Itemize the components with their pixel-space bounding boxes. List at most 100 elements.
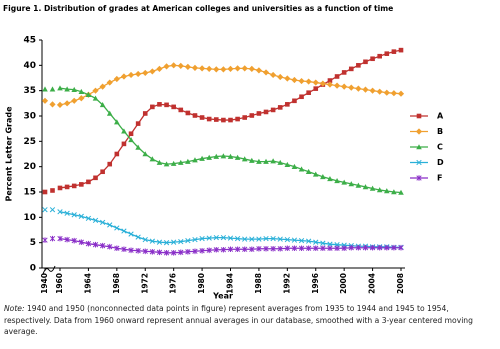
marker xyxy=(178,238,184,245)
series-line xyxy=(59,87,402,194)
marker xyxy=(56,101,64,108)
marker xyxy=(128,131,134,137)
marker xyxy=(227,235,234,241)
marker xyxy=(164,102,169,108)
marker xyxy=(319,80,326,87)
marker xyxy=(355,85,362,92)
x-tick-label: 1988 xyxy=(254,273,263,294)
marker xyxy=(320,174,326,180)
legend-label: D xyxy=(437,158,444,167)
marker xyxy=(348,66,354,72)
marker xyxy=(391,244,397,251)
marker xyxy=(213,246,219,253)
marker xyxy=(114,151,120,157)
marker xyxy=(298,77,305,85)
marker xyxy=(106,79,113,86)
marker xyxy=(156,249,163,256)
marker xyxy=(263,158,269,164)
y-tick-label: 30 xyxy=(23,112,36,122)
marker xyxy=(356,63,361,68)
marker xyxy=(114,119,120,125)
marker xyxy=(227,65,234,72)
marker xyxy=(85,215,92,222)
marker xyxy=(313,86,319,91)
marker xyxy=(49,101,56,108)
marker xyxy=(107,243,113,250)
marker xyxy=(107,222,113,228)
marker xyxy=(270,71,277,79)
x-tick-label: 1960 xyxy=(55,273,64,294)
marker xyxy=(178,107,184,113)
marker xyxy=(369,244,376,251)
marker xyxy=(220,246,227,253)
marker xyxy=(42,207,48,213)
marker xyxy=(99,102,106,108)
legend-label: A xyxy=(437,112,444,121)
marker xyxy=(185,248,191,255)
marker xyxy=(128,137,134,143)
marker xyxy=(163,161,170,167)
marker xyxy=(333,82,341,89)
marker xyxy=(334,74,340,79)
marker xyxy=(199,155,205,161)
marker xyxy=(42,189,48,195)
marker xyxy=(305,245,312,252)
x-tick-label: 1964 xyxy=(83,273,92,294)
marker xyxy=(149,238,156,244)
marker xyxy=(185,237,191,244)
marker xyxy=(241,65,248,72)
x-tick-label: 1980 xyxy=(197,273,206,294)
marker xyxy=(71,183,77,189)
x-tick-label: 2008 xyxy=(396,273,405,294)
marker xyxy=(135,144,141,150)
marker xyxy=(370,56,375,62)
marker xyxy=(142,151,149,157)
marker xyxy=(320,240,326,246)
marker xyxy=(114,225,120,231)
marker xyxy=(192,236,198,243)
marker xyxy=(263,245,269,252)
marker xyxy=(398,244,404,251)
marker xyxy=(170,62,177,69)
marker xyxy=(93,175,98,181)
marker xyxy=(41,97,49,104)
marker xyxy=(135,234,141,240)
marker xyxy=(384,244,390,251)
x-tick-label: 2000 xyxy=(339,273,348,294)
marker xyxy=(78,95,85,102)
marker xyxy=(234,154,241,160)
marker xyxy=(305,78,312,85)
marker xyxy=(128,231,134,237)
y-tick-label: 40 xyxy=(23,61,36,71)
marker xyxy=(298,237,305,244)
marker xyxy=(121,228,127,234)
y-axis-label: Percent Letter Grade xyxy=(5,106,14,202)
marker xyxy=(78,213,84,219)
marker xyxy=(415,128,423,135)
marker xyxy=(227,246,234,253)
marker xyxy=(92,217,99,224)
marker xyxy=(199,235,205,242)
marker xyxy=(135,121,141,126)
marker xyxy=(228,117,233,123)
marker xyxy=(263,235,269,242)
marker xyxy=(157,102,162,107)
legend-label: B xyxy=(437,127,443,136)
marker xyxy=(369,185,376,191)
y-tick-label: 20 xyxy=(23,162,36,172)
marker xyxy=(305,238,312,244)
marker xyxy=(42,237,48,243)
y-tick-label: 35 xyxy=(23,86,36,96)
marker xyxy=(78,239,84,245)
marker xyxy=(198,65,206,72)
marker xyxy=(306,90,311,95)
marker xyxy=(135,247,141,254)
marker xyxy=(99,219,106,226)
marker xyxy=(376,88,383,95)
marker xyxy=(199,247,205,254)
marker xyxy=(192,157,198,163)
marker xyxy=(242,236,248,242)
marker xyxy=(191,64,199,71)
x-tick-label: 1976 xyxy=(169,273,178,294)
marker xyxy=(363,59,368,65)
